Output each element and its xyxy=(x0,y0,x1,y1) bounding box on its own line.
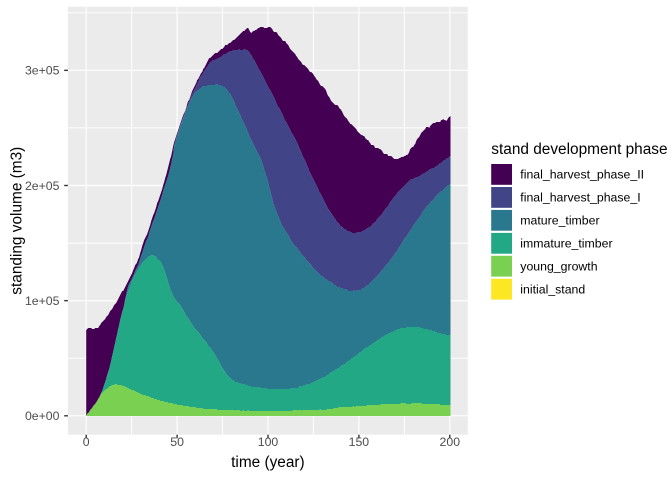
svg-text:young_growth: young_growth xyxy=(520,260,597,274)
svg-text:standing volume (m3): standing volume (m3) xyxy=(9,147,26,295)
svg-text:50: 50 xyxy=(170,435,184,449)
svg-text:time (year): time (year) xyxy=(231,454,305,471)
svg-text:stand development phase: stand development phase xyxy=(491,141,667,158)
svg-text:immature_timber: immature_timber xyxy=(520,237,612,251)
svg-text:1e+05: 1e+05 xyxy=(25,294,60,308)
svg-text:3e+05: 3e+05 xyxy=(25,64,60,78)
svg-text:mature_timber: mature_timber xyxy=(520,214,599,228)
svg-text:final_harvest_phase_I: final_harvest_phase_I xyxy=(520,191,640,205)
svg-text:100: 100 xyxy=(258,435,279,449)
svg-text:initial_stand: initial_stand xyxy=(520,283,585,297)
svg-text:final_harvest_phase_II: final_harvest_phase_II xyxy=(520,168,644,182)
svg-text:150: 150 xyxy=(349,435,370,449)
svg-text:0: 0 xyxy=(83,435,90,449)
svg-text:2e+05: 2e+05 xyxy=(25,179,60,193)
svg-text:0e+00: 0e+00 xyxy=(25,409,60,423)
svg-text:200: 200 xyxy=(440,435,461,449)
